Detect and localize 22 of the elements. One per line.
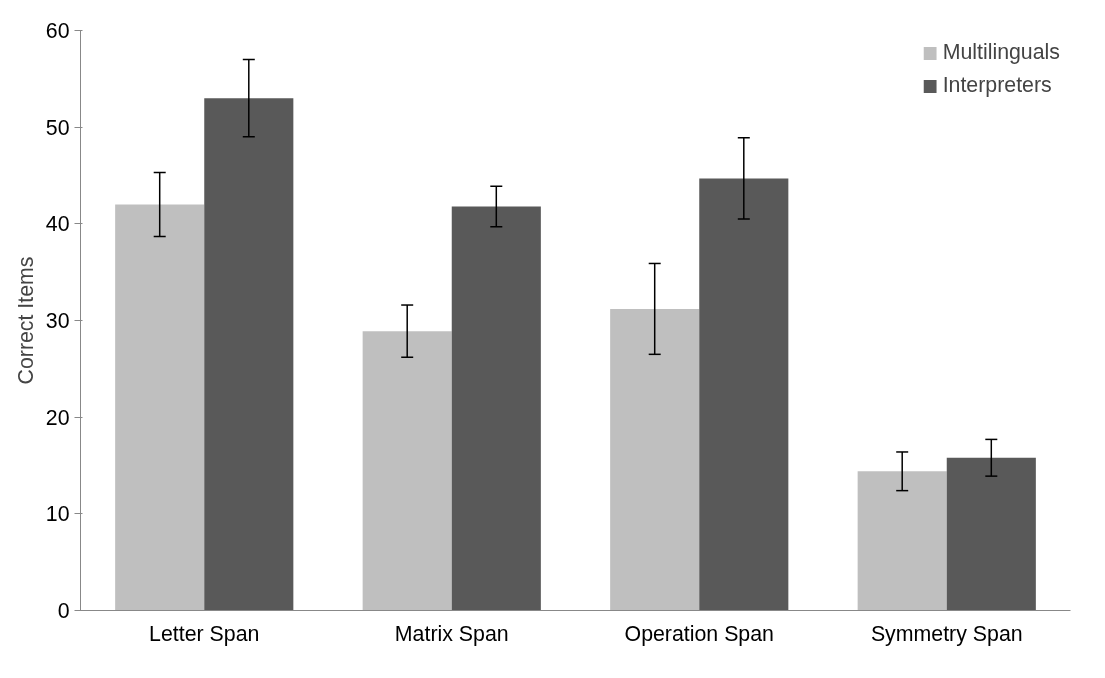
x-tick-label: Operation Span	[624, 621, 774, 646]
bar	[115, 204, 205, 611]
y-tick-label: 50	[45, 115, 70, 140]
x-tick-label: Matrix Span	[394, 621, 509, 646]
x-tick-label: Symmetry Span	[870, 621, 1023, 646]
x-tick-label: Letter Span	[149, 621, 260, 646]
y-tick-label: 60	[45, 19, 70, 43]
legend-label: Interpreters	[942, 73, 1052, 98]
bar	[610, 308, 700, 611]
bar	[451, 206, 541, 611]
y-tick-label: 10	[45, 502, 70, 527]
legend-label: Multilinguals	[942, 40, 1060, 65]
bar	[857, 471, 947, 611]
bar	[946, 457, 1036, 611]
y-tick-label: 40	[45, 212, 70, 237]
y-axis-title: Correct Items	[13, 256, 38, 385]
y-tick-label: 30	[45, 309, 70, 333]
y-tick-label: 20	[45, 405, 70, 430]
bar	[362, 331, 452, 611]
bar	[204, 98, 294, 611]
y-tick-label: 0	[57, 599, 70, 623]
bar	[699, 178, 789, 611]
